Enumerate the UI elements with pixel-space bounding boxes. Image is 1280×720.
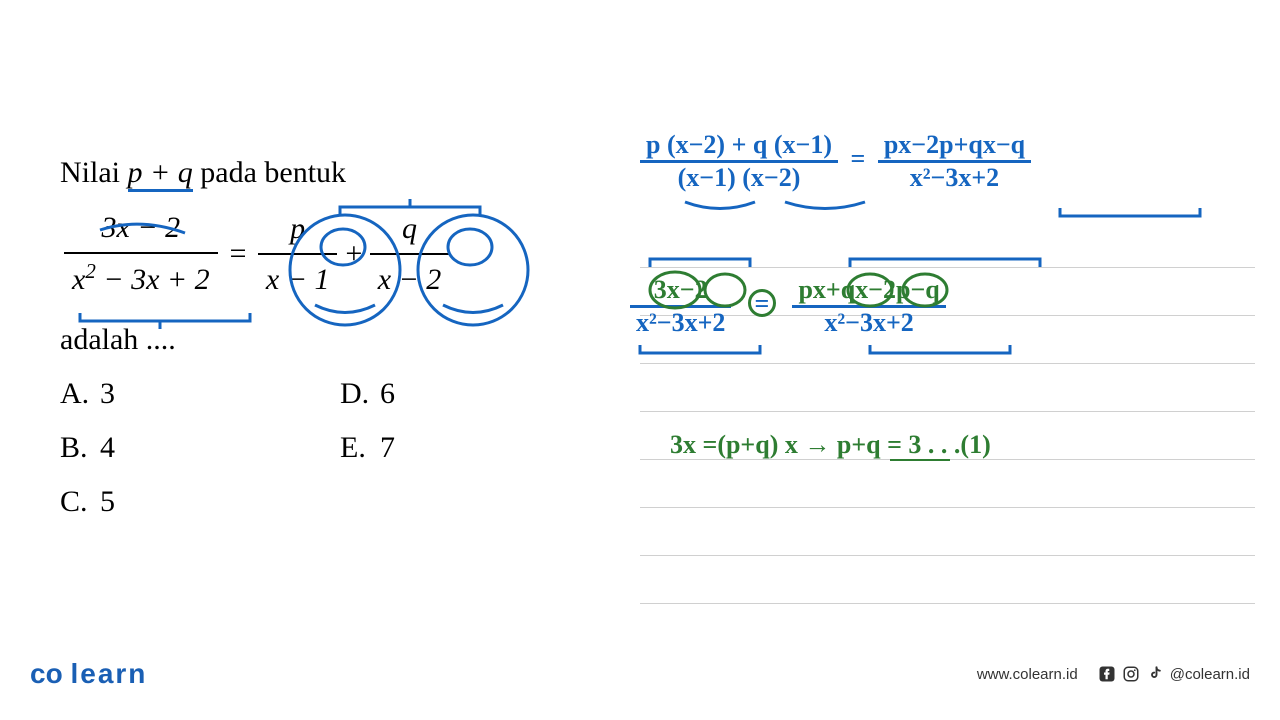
instagram-icon [1122, 665, 1140, 683]
option-d: D.6 [340, 377, 540, 411]
option-c: C.5 [60, 485, 340, 519]
options-grid: A.3 D.6 B.4 E.7 C.5 [60, 377, 580, 519]
lhs-fraction: 3x − 2 x2 − 3x + 2 [64, 205, 218, 302]
question-line1: Nilai p + q pada bentuk [60, 150, 580, 195]
equation: 3x − 2 x2 − 3x + 2 = p x − 1 + q x − 2 [60, 205, 580, 302]
rhs1-den: x − 1 [258, 255, 338, 302]
footer-right: www.colearn.id @colearn.id [977, 665, 1250, 683]
lhs-den: x2 − 3x + 2 [64, 254, 218, 302]
logo: co learn [30, 658, 147, 690]
w1-frac1: p (x−2) + q (x−1) (x−1) (x−2) [640, 130, 838, 193]
q-suffix: adalah .... [60, 317, 580, 362]
footer-url: www.colearn.id [977, 666, 1078, 683]
circled-equals: = [748, 289, 776, 317]
q-expr: p + q [128, 156, 193, 192]
option-e: E.7 [340, 431, 540, 465]
w2-frac1: 3x−2 x²−3x+2 [630, 275, 731, 338]
option-b: B.4 [60, 431, 340, 465]
footer: co learn www.colearn.id @colearn.id [0, 658, 1280, 690]
social-icons: @colearn.id [1098, 665, 1250, 683]
work-row2: 3x−2 x²−3x+2 = px+qx−2p−q x²−3x+2 [630, 275, 946, 338]
w2-frac2: px+qx−2p−q x²−3x+2 [792, 275, 945, 338]
work-row1: p (x−2) + q (x−1) (x−1) (x−2) = px−2p+qx… [640, 130, 1031, 193]
rhs-frac2: q x − 2 [370, 206, 450, 302]
w1-frac2: px−2p+qx−q x²−3x+2 [878, 130, 1031, 193]
rhs2-den: x − 2 [370, 255, 450, 302]
rhs2-num: q [370, 206, 450, 255]
footer-handle: @colearn.id [1170, 666, 1250, 683]
rhs1-num: p [258, 206, 338, 255]
option-a: A.3 [60, 377, 340, 411]
equals: = [228, 231, 248, 276]
facebook-icon [1098, 665, 1116, 683]
plus: + [343, 231, 363, 276]
q-middle: pada bentuk [193, 156, 346, 189]
tiktok-icon [1146, 665, 1164, 683]
rhs-frac1: p x − 1 [258, 206, 338, 302]
lhs-num: 3x − 2 [64, 205, 218, 254]
question-block: Nilai p + q pada bentuk 3x − 2 x2 − 3x +… [60, 150, 580, 519]
work-row3: 3x =(p+q) x → p+q = 3 . . .(1) [670, 430, 991, 460]
q-prefix: Nilai [60, 156, 128, 189]
